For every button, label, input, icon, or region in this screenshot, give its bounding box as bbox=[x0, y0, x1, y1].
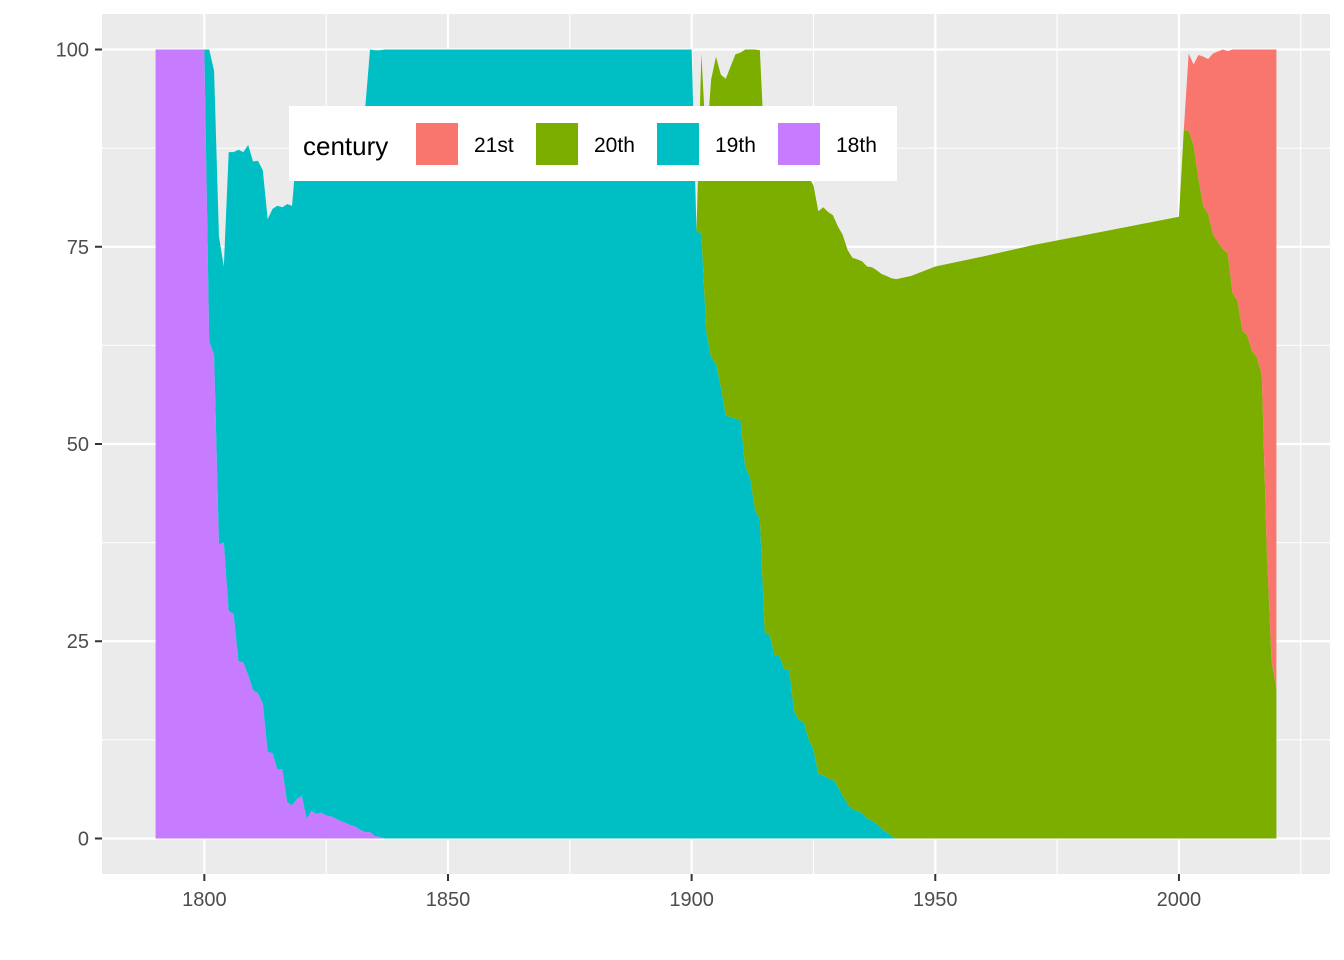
area-20th bbox=[696, 49, 1277, 839]
y-tick-label: 100 bbox=[56, 40, 89, 62]
y-tick-label: 25 bbox=[67, 631, 89, 653]
area-18th bbox=[155, 49, 385, 839]
area-layers bbox=[155, 49, 1277, 839]
y-axis: 0 25 50 75 100 bbox=[56, 40, 102, 850]
x-tick-label: 1850 bbox=[426, 889, 471, 911]
x-tick-label: 2000 bbox=[1157, 889, 1202, 911]
area-19th bbox=[155, 49, 897, 839]
legend-key-19th bbox=[655, 121, 701, 167]
legend-key-20th bbox=[534, 121, 580, 167]
area-21st bbox=[1183, 49, 1277, 689]
legend-title: century bbox=[303, 131, 388, 161]
legend-label-21st: 21st bbox=[474, 134, 514, 157]
x-tick-label: 1800 bbox=[182, 889, 227, 911]
legend-label-20th: 20th bbox=[594, 134, 635, 157]
legend-label-18th: 18th bbox=[836, 134, 877, 157]
legend-label-19th: 19th bbox=[715, 134, 756, 157]
legend: century 21st 20th 19th 18th bbox=[289, 106, 897, 181]
y-tick-label: 50 bbox=[67, 434, 89, 456]
legend-key-18th bbox=[776, 121, 822, 167]
x-tick-label: 1950 bbox=[913, 889, 958, 911]
y-tick-label: 0 bbox=[78, 828, 89, 850]
legend-key-21st bbox=[414, 121, 460, 167]
y-tick-label: 75 bbox=[67, 237, 89, 259]
x-tick-label: 1900 bbox=[669, 889, 714, 911]
x-axis: 1800 1850 1900 1950 2000 bbox=[182, 874, 1201, 911]
